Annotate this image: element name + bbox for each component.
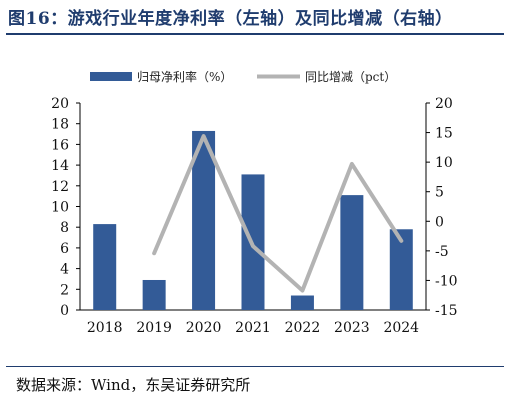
plot-area: 0 2 4 6 8 10 12 14 16 18 20 -15 -10 -5 0 5 10 15 20 2018 201… (51, 96, 457, 336)
title-rule (6, 33, 504, 35)
x-axis-tick-label: 2024 (383, 320, 419, 336)
bar (389, 229, 413, 310)
right-axis-tick-label: -5 (435, 244, 449, 260)
yoy-line (152, 134, 404, 293)
legend: 归母净利率（%） 同比增减（pct） (90, 69, 396, 84)
x-axis-tick-label: 2021 (235, 320, 271, 336)
x-axis-tick-label: 2018 (87, 320, 123, 336)
bar (93, 224, 117, 310)
figure-title: 图16：游戏行业年度净利率（左轴）及同比增减（右轴） (8, 9, 453, 29)
left-axis-tick-label: 6 (60, 241, 69, 257)
left-axis-tick-label: 10 (51, 200, 69, 216)
left-axis-tick-label: 12 (51, 179, 69, 195)
bar (192, 130, 216, 310)
legend-bar-label: 归母净利率（%） (137, 69, 232, 84)
x-axis-tick-label: 2019 (136, 320, 172, 336)
bar (142, 279, 166, 310)
left-axis-tick-label: 20 (51, 96, 69, 112)
right-axis-tick-label: -10 (435, 273, 458, 289)
left-axis-tick-label: 8 (60, 220, 69, 236)
left-axis-tick-label: 0 (60, 303, 69, 319)
right-axis-tick-label: 15 (435, 126, 453, 142)
right-axis-tick-label: 5 (435, 185, 444, 201)
left-axis-tick-label: 4 (60, 262, 69, 278)
bar (340, 195, 364, 310)
x-axis-tick-label: 2023 (334, 320, 370, 336)
legend-bar-swatch (90, 72, 132, 81)
left-axis-tick-label: 14 (51, 158, 69, 174)
x-axis-tick-label: 2020 (186, 320, 222, 336)
source-note: 数据来源：Wind，东吴证券研究所 (16, 376, 251, 394)
left-axis-tick-label: 18 (51, 117, 69, 133)
x-axis-tick-label: 2022 (285, 320, 321, 336)
right-axis-tick-label: 10 (435, 155, 453, 171)
right-axis-tick-label: 0 (435, 214, 444, 230)
legend-line-label: 同比增减（pct） (305, 70, 396, 84)
right-axis-tick-label: 20 (435, 96, 453, 112)
bottom-rule (6, 366, 504, 367)
left-axis-tick-label: 16 (51, 137, 69, 153)
bar (290, 295, 314, 310)
left-axis-tick-label: 2 (60, 282, 69, 298)
right-axis-tick-label: -15 (435, 303, 458, 319)
